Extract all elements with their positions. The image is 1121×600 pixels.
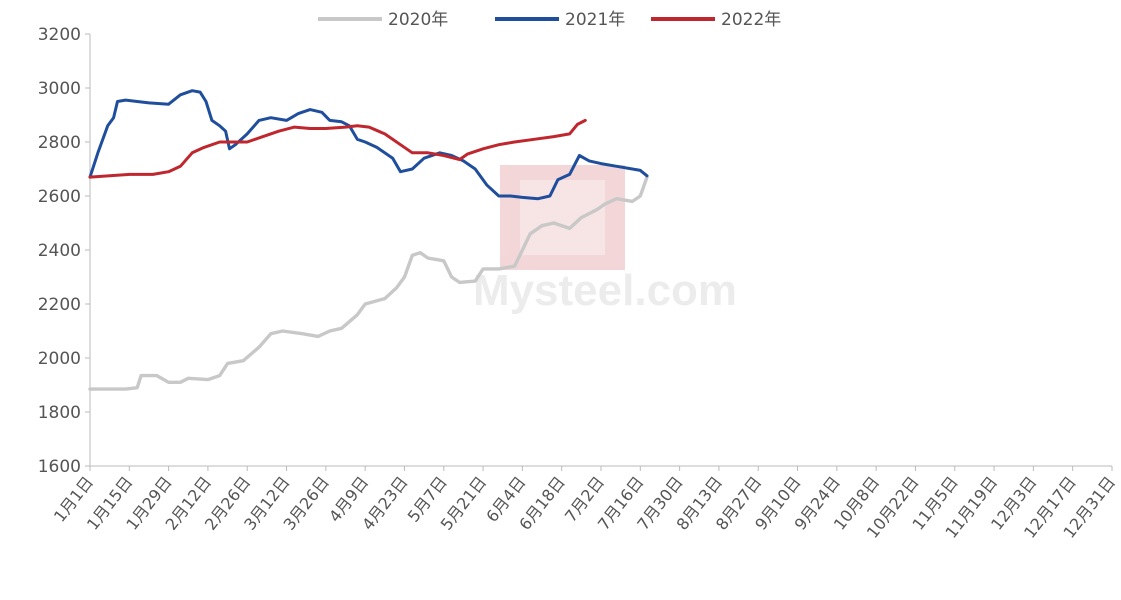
watermark-logo: Mysteel.com bbox=[473, 165, 737, 315]
y-tick-label: 2200 bbox=[38, 295, 81, 315]
y-tick-label: 2600 bbox=[38, 187, 81, 207]
y-tick-label: 3200 bbox=[38, 25, 81, 45]
legend-label: 2021年 bbox=[565, 10, 625, 30]
y-tick-label: 3000 bbox=[38, 79, 81, 99]
y-tick-label: 1800 bbox=[38, 403, 81, 423]
series-lines bbox=[88, 89, 649, 391]
y-tick-label: 2800 bbox=[38, 133, 81, 153]
y-tick-label: 2400 bbox=[38, 241, 81, 261]
series-line-2020年 bbox=[88, 175, 649, 391]
y-axis-ticks: 1600 1800 2000 2200 2400 2600 2800 3000 3200 bbox=[38, 25, 90, 477]
legend-label: 2020年 bbox=[388, 10, 448, 30]
series-line-2022年 bbox=[88, 118, 587, 179]
y-tick-label: 2000 bbox=[38, 349, 81, 369]
y-tick-label: 1600 bbox=[38, 457, 81, 477]
watermark-text: Mysteel.com bbox=[473, 266, 737, 315]
x-axis-ticks: 1月1日1月15日1月29日2月12日2月26日3月12日3月26日4月9日4月… bbox=[50, 466, 1119, 542]
legend: 2020年 2021年 2022年 bbox=[318, 10, 781, 30]
series-line-2021年 bbox=[88, 89, 649, 201]
legend-label: 2022年 bbox=[721, 10, 781, 30]
